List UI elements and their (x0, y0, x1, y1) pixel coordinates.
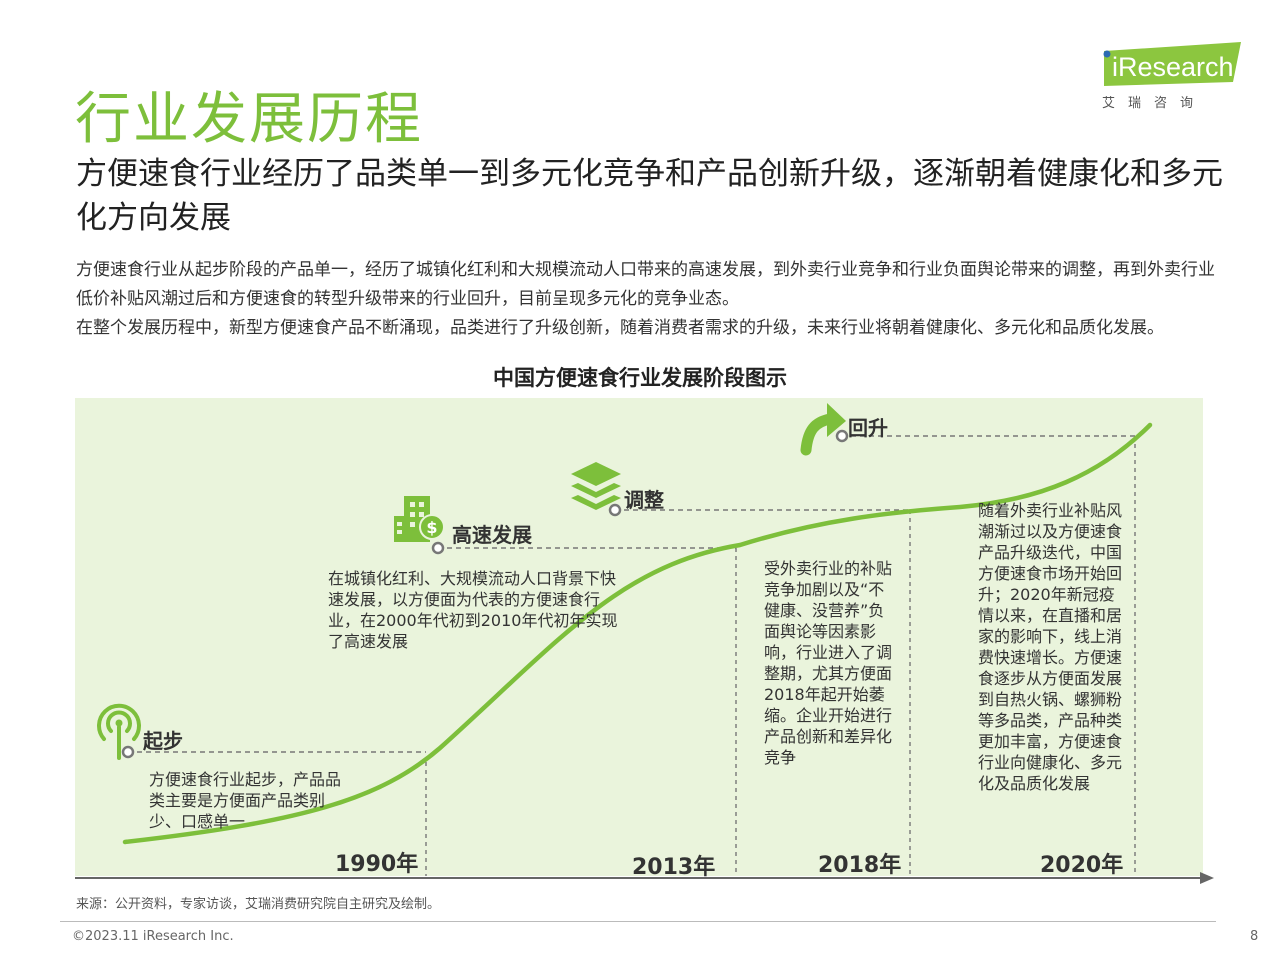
logo-subtext: 艾瑞咨询 (1102, 96, 1207, 111)
year-label-1990: 1990年 (335, 852, 419, 877)
stage-desc-gaosu: 在城镇化红利、大规模流动人口背景下快速发展，以方便面为代表的方便速食行业，在20… (328, 569, 618, 651)
diagram-title: 中国方便速食行业发展阶段图示 (493, 366, 787, 390)
iresearch-logo: iResearch 艾瑞咨询 (1098, 42, 1248, 114)
stage-desc-qibu: 方便速食行业起步，产品品类主要是方便面产品类别少、口感单一 (149, 770, 342, 831)
year-label-2018: 2018年 (818, 853, 902, 878)
page-number: 8 (1250, 929, 1259, 944)
intro-text: 方便速食行业从起步阶段的产品单一，经历了城镇化红利和大规模流动人口带来的高速发展… (76, 256, 1226, 343)
signal-tower-icon (97, 703, 141, 760)
year-label-2013: 2013年 (632, 855, 716, 880)
marker-huisheng (835, 429, 849, 443)
diagram-background (75, 398, 1203, 876)
svg-text:$: $ (426, 518, 437, 537)
growth-curve (122, 422, 1153, 845)
stage-label-huisheng: 回升 (848, 416, 888, 440)
marker-tiaozheng (608, 503, 622, 517)
stage-label-gaosu: 高速发展 (452, 523, 532, 547)
marker-qibu (121, 745, 135, 759)
buildings-money-icon: $ (394, 496, 445, 542)
stage-label-qibu: 起步 (143, 729, 183, 753)
stage-desc-tiaozheng: 受外卖行业的补贴竞争加剧以及“不健康、没营养”负面舆论等因素影响，行业进入了调整… (764, 559, 893, 767)
up-arrow-icon (800, 403, 846, 456)
source-note: 来源：公开资料，专家访谈，艾瑞消费研究院自主研究及绘制。 (76, 897, 441, 912)
layers-icon (571, 462, 621, 510)
page-title: 行业发展历程 (75, 87, 423, 152)
page-subtitle: 方便速食行业经历了品类单一到多元化竞争和产品创新升级，逐渐朝着健康化和多元化方向… (76, 156, 1223, 236)
stage-desc-huisheng: 随着外卖行业补贴风潮渐过以及方便速食产品升级迭代，中国方便速食市场开始回升；20… (978, 501, 1123, 793)
marker-gaosu (431, 541, 445, 555)
copyright: ©2023.11 iResearch Inc. (72, 929, 234, 944)
intro-paragraph-2: 在整个发展历程中，新型方便速食产品不断涌现，品类进行了升级创新，随着消费者需求的… (76, 318, 1164, 338)
x-axis-arrow-icon (1200, 872, 1214, 884)
logo-banner-icon (1103, 42, 1241, 86)
logo-text: iResearch (1112, 52, 1234, 82)
footer-divider (60, 921, 1216, 922)
intro-paragraph-1: 方便速食行业从起步阶段的产品单一，经历了城镇化红利和大规模流动人口带来的高速发展… (76, 260, 1215, 309)
stage-label-tiaozheng: 调整 (624, 488, 664, 512)
year-label-2020: 2020年 (1040, 853, 1124, 878)
